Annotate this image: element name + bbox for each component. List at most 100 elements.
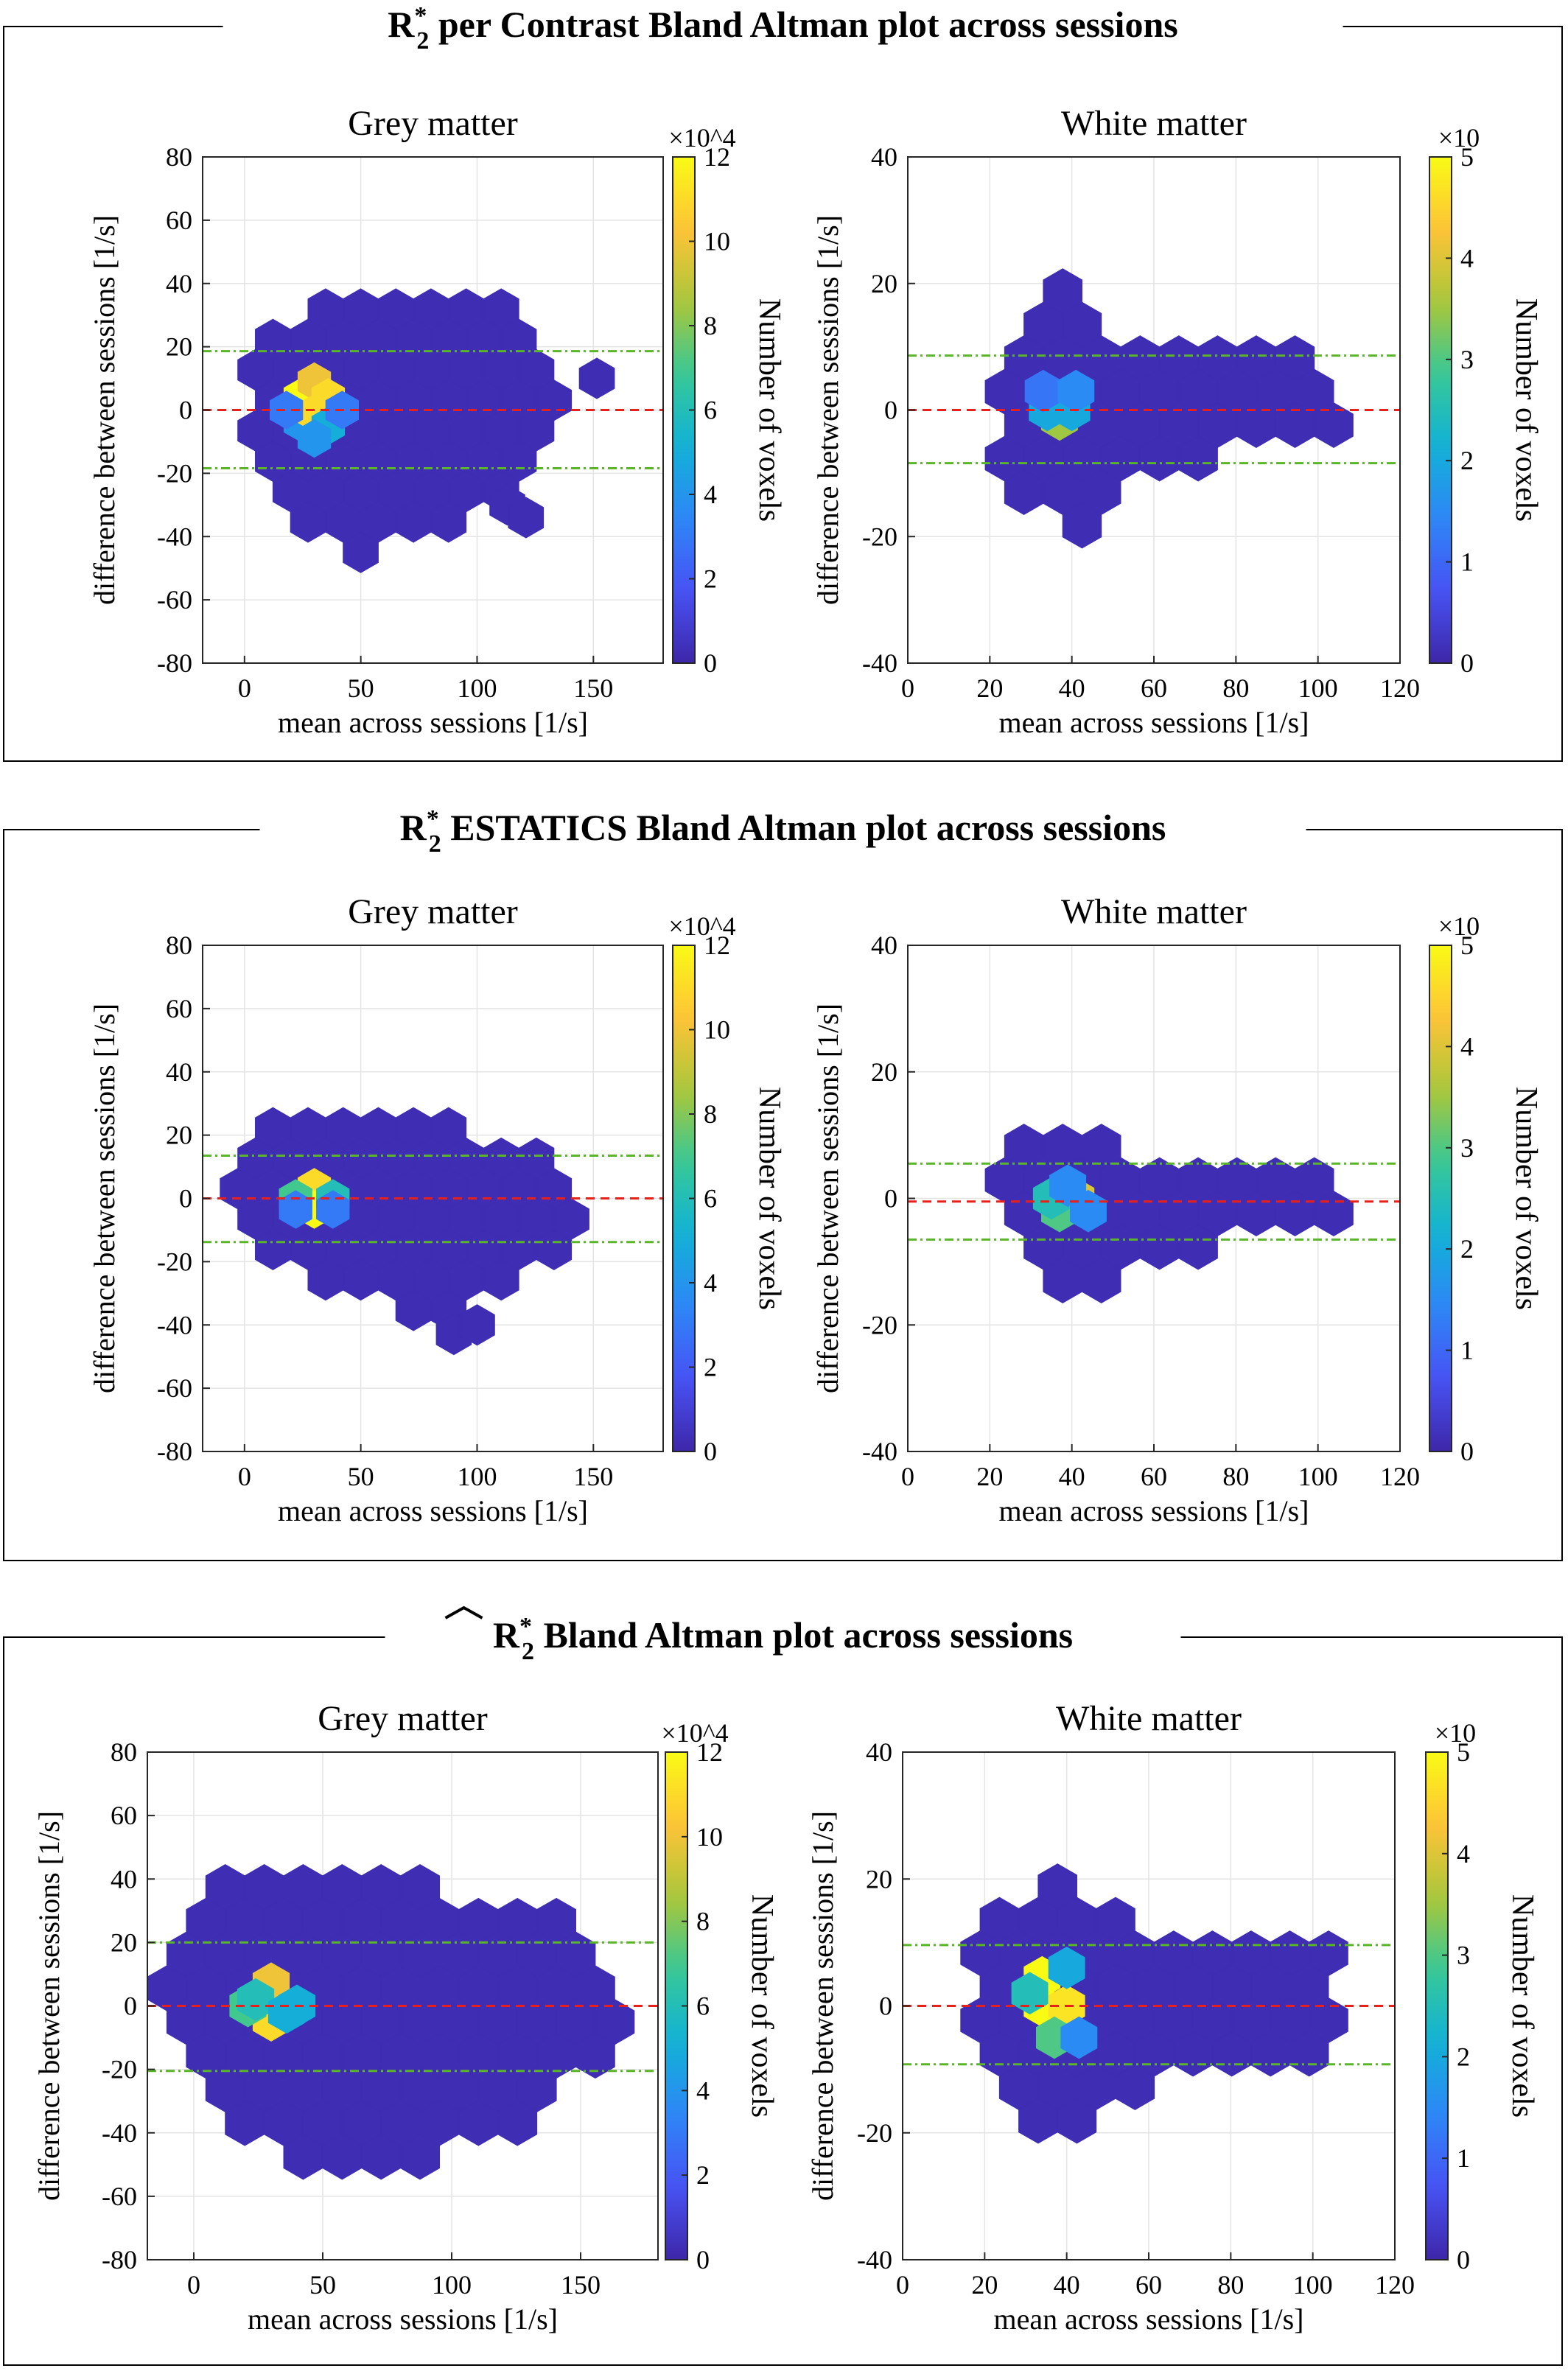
title-r: R xyxy=(400,807,427,848)
title-star: * xyxy=(414,2,427,29)
colorbar-label: Number of voxels xyxy=(1509,298,1543,522)
hexbin-dense xyxy=(279,1190,312,1229)
colorbar-label: Number of voxels xyxy=(1505,1894,1539,2118)
colorbar-tick-label: 2 xyxy=(704,564,717,594)
colorbar-tick-label: 4 xyxy=(1460,243,1474,273)
hexbin xyxy=(1178,1224,1218,1270)
x-tick-label: 40 xyxy=(1059,673,1085,703)
x-tick-label: 0 xyxy=(238,673,251,703)
colorbar-tick-label: 2 xyxy=(1460,446,1474,475)
colorbar-tick-label: 2 xyxy=(704,1353,717,1382)
panel-1: R* 2 per Contrast Bland Altman plot acros… xyxy=(3,2,1563,762)
y-tick-label: 0 xyxy=(884,1184,897,1213)
title-sub: 2 xyxy=(416,27,429,55)
hexbin xyxy=(430,501,467,543)
x-axis-label: mean across sessions [1/s] xyxy=(998,1494,1309,1527)
hexbin-outlier xyxy=(459,1304,495,1346)
x-tick-label: 0 xyxy=(901,1462,914,1491)
hexbin xyxy=(1289,2031,1329,2077)
colorbar-tick-label: 0 xyxy=(1460,648,1474,678)
x-tick-label: 40 xyxy=(1059,1462,1085,1491)
title-text: ESTATICS Bland Altman plot across sessio… xyxy=(441,807,1166,848)
hexbin xyxy=(497,2100,538,2146)
y-tick-label: 60 xyxy=(111,1801,137,1830)
x-tick-label: 100 xyxy=(1298,673,1338,703)
y-tick-label: 20 xyxy=(871,269,897,298)
y-tick-label: 20 xyxy=(111,1927,137,1957)
hexbins xyxy=(237,288,615,573)
colorbar-tick-label: 12 xyxy=(696,1737,723,1767)
y-tick-label: -40 xyxy=(157,522,192,551)
colorbar-label: Number of voxels xyxy=(745,1894,779,2118)
title-star: * xyxy=(427,805,439,833)
colorbar-tick-label: 4 xyxy=(696,2076,710,2105)
hexbin xyxy=(483,1259,519,1301)
colorbar-tick-label: 5 xyxy=(1457,1737,1470,1767)
x-tick-label: 100 xyxy=(432,2270,472,2300)
colorbar-tick-label: 10 xyxy=(704,1015,730,1045)
colorbar-tick-label: 0 xyxy=(704,648,717,678)
x-tick-label: 0 xyxy=(896,2270,909,2300)
colorbar-tick-label: 4 xyxy=(704,1268,717,1297)
colorbar-multiplier: ×10 xyxy=(1435,1718,1476,1748)
title-sub: 2 xyxy=(429,830,441,858)
hexbin-outlier xyxy=(578,357,615,399)
subplot-title: White matter xyxy=(1061,892,1247,931)
title-text: per Contrast Bland Altman plot across se… xyxy=(429,4,1177,45)
x-axis-label: mean across sessions [1/s] xyxy=(248,2302,558,2336)
y-tick-label: -20 xyxy=(862,522,897,551)
colorbar xyxy=(1425,1751,1449,2260)
colorbar-label: Number of voxels xyxy=(1509,1087,1543,1310)
panel-frame xyxy=(3,1636,1563,2366)
hexbin-dense xyxy=(1049,1164,1087,1208)
y-tick-label: 60 xyxy=(166,994,192,1023)
hexbin-dense xyxy=(1048,1947,1085,1989)
x-tick-label: 60 xyxy=(1135,2270,1162,2300)
colorbar-multiplier: ×10^4 xyxy=(668,123,735,153)
colorbar-tick-label: 6 xyxy=(696,1992,710,2021)
x-axis-label: mean across sessions [1/s] xyxy=(278,1494,588,1527)
panel-2: R* 2 ESTATICS Bland Altman plot across se… xyxy=(3,805,1563,1561)
y-tick-label: -40 xyxy=(857,2245,892,2274)
y-tick-label: -40 xyxy=(862,1437,897,1466)
x-tick-label: 60 xyxy=(1141,1462,1167,1491)
colorbar-tick-label: 0 xyxy=(704,1437,717,1466)
y-tick-label: 40 xyxy=(166,1057,192,1087)
y-tick-label: 40 xyxy=(866,1737,892,1767)
y-tick-label: -40 xyxy=(862,648,897,678)
hexbin xyxy=(1178,435,1218,482)
panel-title: R* 2 ESTATICS Bland Altman plot across se… xyxy=(400,805,1166,858)
x-tick-label: 60 xyxy=(1141,673,1167,703)
hexbin-dense xyxy=(1070,1189,1107,1233)
y-tick-label: 20 xyxy=(871,1057,897,1087)
hexbin-outlier xyxy=(508,497,545,539)
x-tick-label: 0 xyxy=(901,673,914,703)
hexbin xyxy=(1115,2064,1155,2110)
y-tick-label: -80 xyxy=(102,2245,137,2274)
hexbin xyxy=(400,2134,440,2180)
y-tick-label: 80 xyxy=(166,142,192,172)
y-tick-label: -80 xyxy=(157,1437,192,1466)
x-tick-label: 40 xyxy=(1054,2270,1080,2300)
subplot-title: Grey matter xyxy=(348,892,518,931)
y-tick-label: 0 xyxy=(179,1184,192,1213)
x-tick-label: 100 xyxy=(457,1462,497,1491)
x-tick-label: 80 xyxy=(1217,2270,1244,2300)
y-tick-label: 80 xyxy=(166,931,192,960)
colorbar-tick-label: 0 xyxy=(696,2245,710,2274)
colorbar-tick-label: 6 xyxy=(704,1184,717,1213)
subplot-title: White matter xyxy=(1056,1699,1242,1738)
colorbar-tick-label: 3 xyxy=(1457,1941,1470,1970)
x-tick-label: 100 xyxy=(1298,1462,1338,1491)
colorbar-tick-label: 2 xyxy=(1460,1234,1474,1264)
hexbin-dense xyxy=(270,391,304,430)
colorbar-label: Number of voxels xyxy=(752,1087,786,1310)
y-tick-label: -60 xyxy=(102,2182,137,2211)
y-tick-label: -20 xyxy=(102,2055,137,2084)
y-tick-label: 0 xyxy=(179,396,192,425)
